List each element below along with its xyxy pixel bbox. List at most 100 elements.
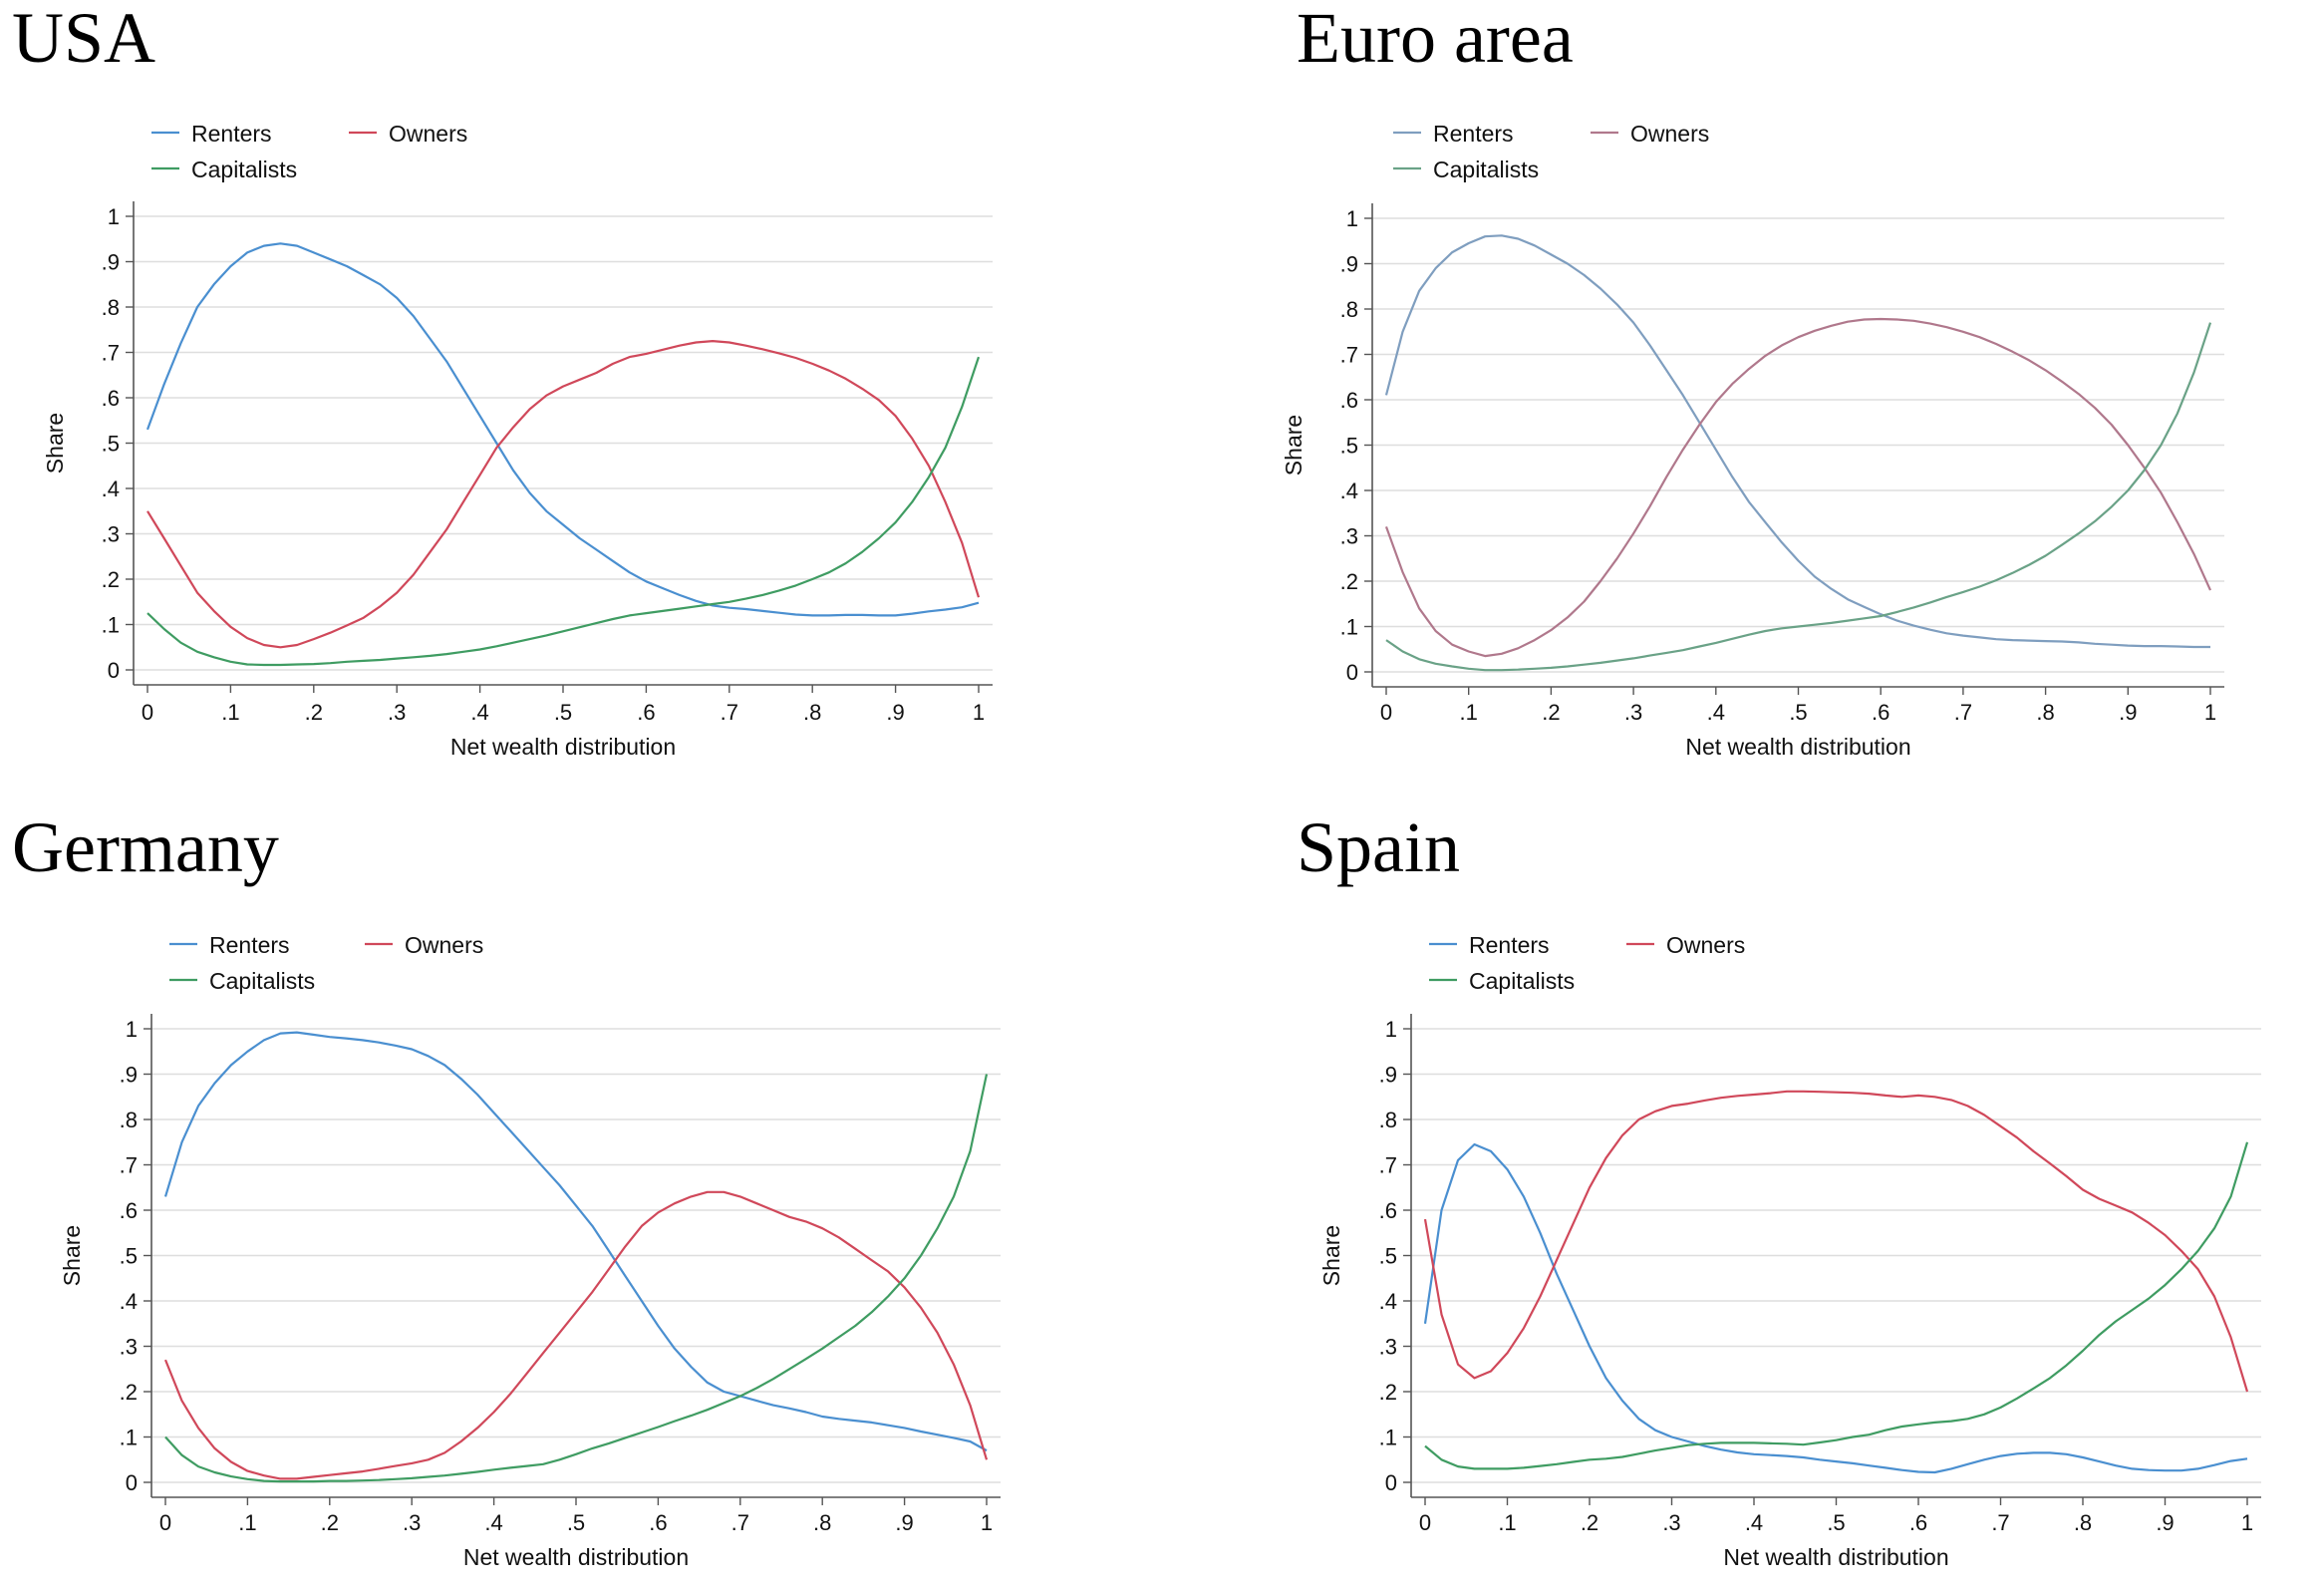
y-tick-label: .3 [1379, 1335, 1397, 1360]
x-tick-label: .7 [731, 1510, 749, 1535]
series-line-owners [1423, 1090, 2249, 1393]
legend-label-renters: Renters [191, 121, 272, 147]
y-tick-label: .2 [1340, 569, 1358, 594]
y-tick-label: .5 [1340, 434, 1358, 459]
x-tick-label: .1 [221, 700, 239, 725]
series-line-renters [163, 1031, 988, 1452]
y-tick-label: .2 [1379, 1380, 1397, 1405]
x-axis-title: Net wealth distribution [1723, 1544, 1948, 1570]
x-tick-label: .9 [895, 1510, 913, 1535]
x-tick-label: .5 [567, 1510, 585, 1535]
x-tick-label: .9 [2156, 1510, 2174, 1535]
y-tick-label: .9 [120, 1063, 138, 1088]
x-tick-label: .4 [1707, 700, 1725, 725]
y-tick-label: .6 [1379, 1198, 1397, 1223]
y-tick-label: .1 [1340, 615, 1358, 640]
x-tick-label: .4 [1745, 1510, 1763, 1535]
x-tick-label: .7 [1954, 700, 1972, 725]
x-tick-label: .5 [554, 700, 572, 725]
panel-title: Germany [12, 807, 279, 887]
x-tick-label: .1 [1460, 700, 1478, 725]
x-tick-label: .9 [2119, 700, 2137, 725]
y-tick-label: .5 [1379, 1244, 1397, 1269]
x-tick-label: 0 [142, 700, 153, 725]
legend-label-owners: Owners [389, 121, 467, 147]
x-tick-label: .8 [813, 1510, 831, 1535]
y-tick-label: .9 [102, 250, 120, 275]
y-tick-label: .3 [102, 522, 120, 547]
y-tick-label: 0 [1346, 660, 1358, 685]
panel-spain: Spain 0 .1 .2 .3 .4 .5 .6 .7 .8 .9 1 0 .1 .2 .3 .4 .5 .6.… [1162, 796, 2324, 1593]
series-line-renters [1423, 1142, 2248, 1474]
y-tick-label: 0 [1385, 1470, 1397, 1495]
series-line-capitalists [1385, 322, 2212, 672]
panel-usa: USA 0 .1 .2 .3 .4 .5 .6 .7 .8 .9 1 0 .1 .2 .3 .4 .5 .6 .7.… [0, 0, 1162, 796]
y-tick-label: 1 [126, 1017, 138, 1042]
series-line-owners [1384, 317, 2212, 658]
legend-label-renters: Renters [1469, 932, 1550, 958]
y-tick-label: .4 [102, 477, 120, 501]
x-tick-label: 1 [2204, 700, 2216, 725]
x-tick-label: .3 [403, 1510, 421, 1535]
y-tick-label: .1 [1379, 1426, 1397, 1450]
y-tick-label: .6 [102, 386, 120, 411]
x-tick-label: .4 [470, 700, 488, 725]
y-tick-label: 1 [1346, 206, 1358, 231]
y-tick-label: .7 [120, 1153, 138, 1178]
x-tick-label: .5 [1789, 700, 1807, 725]
panel-title: Spain [1297, 807, 1461, 887]
x-tick-label: .5 [1827, 1510, 1845, 1535]
legend-label-owners: Owners [1666, 932, 1745, 958]
y-tick-label: .4 [1379, 1289, 1397, 1314]
x-axis-title: Net wealth distribution [450, 734, 676, 760]
x-tick-label: .9 [886, 700, 904, 725]
x-tick-label: .2 [1542, 700, 1560, 725]
x-tick-label: 1 [973, 700, 985, 725]
y-tick-label: .3 [120, 1335, 138, 1360]
legend-label-capitalists: Capitalists [1469, 968, 1575, 994]
x-tick-label: .6 [1872, 700, 1889, 725]
x-tick-label: .7 [721, 700, 738, 725]
y-tick-label: .6 [120, 1198, 138, 1223]
y-axis-title: Share [1281, 415, 1307, 476]
y-tick-label: .5 [120, 1244, 138, 1269]
series-line-capitalists [146, 356, 981, 667]
x-tick-label: .3 [388, 700, 406, 725]
x-tick-label: .2 [305, 700, 323, 725]
x-axis-title: Net wealth distribution [1685, 734, 1910, 760]
x-tick-label: .1 [1498, 1510, 1516, 1535]
line-chart-spain: 0 .1 .2 .3 .4 .5 .6 .7 .8 .9 1 0 .1 .2 .3 .4 .5 .6 .7 .8 .9 1… [1318, 932, 2261, 1570]
y-tick-label: 1 [1385, 1017, 1397, 1042]
series-line-owners [163, 1190, 989, 1480]
series-line-capitalists [1424, 1141, 2249, 1470]
legend-label-capitalists: Capitalists [191, 157, 297, 182]
y-tick-label: .7 [1340, 343, 1358, 368]
x-tick-label: .2 [321, 1510, 339, 1535]
x-tick-label: .1 [238, 1510, 256, 1535]
y-tick-label: .5 [102, 432, 120, 457]
y-axis-title: Share [59, 1225, 85, 1286]
x-tick-label: 1 [981, 1510, 993, 1535]
y-tick-label: .6 [1340, 388, 1358, 413]
y-tick-label: .2 [120, 1380, 138, 1405]
y-tick-label: .9 [1340, 252, 1358, 277]
x-tick-label: .8 [2036, 700, 2054, 725]
y-tick-label: .4 [120, 1289, 138, 1314]
x-tick-label: 1 [2241, 1510, 2253, 1535]
y-tick-label: .9 [1379, 1063, 1397, 1088]
x-tick-label: 0 [1380, 700, 1392, 725]
line-chart-usa: 0 .1 .2 .3 .4 .5 .6 .7 .8 .9 1 0 .1 .2 .3 .4 .5 .6 .7 .8 .9 1… [42, 121, 993, 760]
y-axis-title: Share [1318, 1225, 1344, 1286]
y-tick-label: 1 [108, 204, 120, 229]
y-tick-label: .7 [1379, 1153, 1397, 1178]
x-tick-label: .7 [1991, 1510, 2009, 1535]
panel-title: Euro area [1297, 0, 1574, 78]
x-tick-label: .6 [637, 700, 655, 725]
x-tick-label: .3 [1624, 700, 1642, 725]
x-tick-label: .2 [1581, 1510, 1598, 1535]
x-axis-title: Net wealth distribution [463, 1544, 689, 1570]
y-tick-label: .1 [102, 613, 120, 638]
line-chart-euro-area: 0 .1 .2 .3 .4 .5 .6 .7 .8 .9 1 0 .1 .2 .3 .4 .5 .6 .7 .8 .9 1… [1281, 121, 2224, 760]
y-tick-label: .4 [1340, 478, 1358, 503]
y-tick-label: .8 [1340, 297, 1358, 322]
